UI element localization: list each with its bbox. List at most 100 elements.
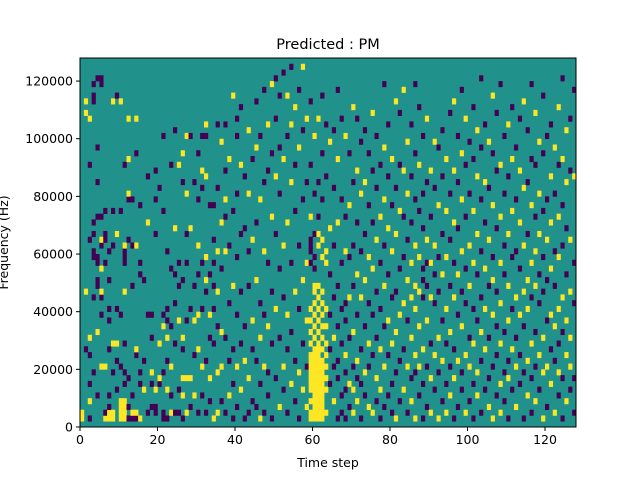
- heatmap-cell: [483, 386, 488, 393]
- heatmap-cell: [421, 415, 426, 422]
- heatmap-cell: [514, 144, 519, 151]
- heatmap-cell: [184, 230, 189, 238]
- heatmap-cell: [111, 340, 116, 347]
- heatmap-cell: [475, 127, 480, 134]
- heatmap-cell: [99, 288, 104, 295]
- heatmap-cell: [95, 213, 100, 220]
- heatmap-cell: [312, 190, 317, 197]
- heatmap-cell: [320, 369, 325, 376]
- heatmap-cell: [262, 409, 267, 416]
- heatmap-cell: [320, 375, 325, 382]
- heatmap-cell: [335, 357, 340, 364]
- heatmap-cell: [413, 81, 418, 88]
- heatmap-cell: [99, 81, 104, 88]
- heatmap-cell: [355, 167, 360, 174]
- heatmap-cell: [316, 375, 321, 382]
- heatmap-cell: [440, 173, 445, 180]
- heatmap-cell: [200, 392, 205, 399]
- heatmap-cell: [452, 219, 457, 226]
- heatmap-cell: [506, 230, 511, 238]
- heatmap-cell: [351, 409, 356, 416]
- heatmap-cell: [308, 415, 313, 422]
- heatmap-cell: [417, 363, 422, 370]
- heatmap-cell: [331, 398, 337, 405]
- heatmap-cell: [568, 236, 573, 243]
- heatmap-cell: [390, 248, 395, 255]
- heatmap-cell: [111, 207, 116, 214]
- heatmap-cell: [180, 334, 185, 341]
- heatmap-cell: [331, 334, 337, 341]
- heatmap-cell: [541, 369, 546, 376]
- heatmap-cell: [281, 294, 286, 301]
- heatmap-cell: [382, 81, 387, 88]
- heatmap-cell: [297, 415, 302, 422]
- heatmap-cell: [459, 196, 464, 203]
- heatmap-cell: [506, 173, 511, 180]
- heatmap-cell: [390, 202, 395, 209]
- heatmap-cell: [467, 334, 472, 341]
- heatmap-cell: [231, 207, 236, 214]
- heatmap-cell: [331, 127, 337, 134]
- heatmap-cell: [355, 219, 360, 226]
- heatmap-cell: [130, 242, 135, 249]
- heatmap-cell: [254, 403, 259, 411]
- heatmap-cell: [300, 63, 306, 70]
- heatmap-cell: [397, 398, 402, 405]
- heatmap-cell: [471, 207, 476, 214]
- heatmap-cell: [312, 357, 317, 364]
- heatmap-cell: [324, 352, 329, 359]
- heatmap-cell: [421, 380, 426, 387]
- heatmap-cell: [312, 288, 317, 295]
- plot-frame: [79, 57, 577, 428]
- heatmap-cell: [529, 81, 534, 88]
- heatmap-cell: [250, 317, 255, 324]
- heatmap-cell: [475, 392, 480, 399]
- heatmap-cell: [424, 236, 430, 243]
- heatmap-cell: [405, 138, 410, 145]
- x-axis: 0 20 40 60 80 100 120: [76, 427, 557, 447]
- heatmap-cell: [463, 409, 468, 416]
- heatmap-cell: [548, 265, 554, 272]
- heatmap-cell: [494, 167, 499, 174]
- heatmap-cell: [335, 415, 340, 422]
- heatmap-cell: [471, 156, 476, 163]
- heatmap-cell: [556, 254, 561, 261]
- heatmap-cell: [316, 328, 321, 336]
- heatmap-cell: [312, 311, 317, 318]
- heatmap-cell: [107, 346, 112, 353]
- heatmap-cell: [378, 259, 383, 266]
- heatmap-cell: [548, 121, 554, 128]
- heatmap-cell: [556, 305, 561, 312]
- heatmap-cell: [455, 311, 461, 318]
- heatmap-cell: [560, 375, 565, 382]
- heatmap-cell: [347, 334, 352, 341]
- heatmap-cell: [459, 86, 464, 93]
- heatmap-cell: [312, 369, 317, 376]
- heatmap-cell: [180, 392, 185, 399]
- heatmap-cell: [250, 346, 255, 353]
- heatmap-cell: [180, 150, 185, 157]
- heatmap-cell: [479, 357, 484, 364]
- heatmap-cell: [343, 369, 348, 376]
- heatmap-cell: [320, 300, 325, 307]
- heatmap-cell: [541, 207, 546, 214]
- heatmap-cell: [417, 161, 422, 168]
- heatmap-cell: [320, 311, 325, 318]
- heatmap-cell: [316, 317, 321, 324]
- heatmap-cell: [227, 242, 232, 249]
- heatmap-cell: [308, 236, 313, 243]
- heatmap-cell: [134, 115, 139, 122]
- x-tick-label: 120: [533, 432, 557, 447]
- heatmap-cell: [95, 259, 100, 266]
- heatmap-cell: [483, 219, 488, 226]
- heatmap-cell: [401, 300, 406, 307]
- heatmap-cell: [200, 363, 205, 370]
- heatmap-cell: [494, 109, 499, 116]
- heatmap-cell: [118, 363, 123, 370]
- heatmap-cell: [312, 386, 317, 393]
- heatmap-cell: [126, 403, 131, 411]
- heatmap-cell: [424, 363, 430, 370]
- heatmap-cell: [545, 196, 550, 203]
- heatmap-cell: [568, 386, 573, 393]
- heatmap-cell: [479, 328, 484, 336]
